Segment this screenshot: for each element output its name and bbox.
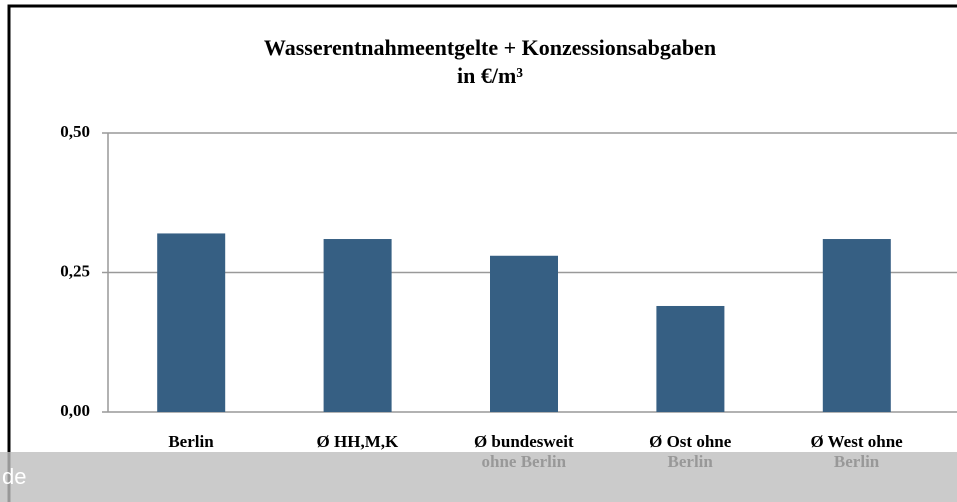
x-tick-label: Berlin	[168, 432, 214, 451]
footer-text: de	[2, 464, 27, 489]
footer-bar: de	[0, 452, 957, 502]
y-tick-label: 0,00	[60, 401, 90, 420]
bar	[157, 233, 226, 412]
y-tick-label: 0,25	[60, 261, 90, 280]
bar	[490, 255, 558, 412]
y-tick-label: 0,50	[60, 122, 90, 141]
frame	[7, 4, 957, 502]
chart-subtitle: in €/m³	[457, 63, 523, 88]
chart-title: Wasserentnahmeentgelte + Konzessionsabga…	[264, 35, 716, 60]
bar	[323, 239, 392, 412]
bar	[822, 239, 891, 412]
x-tick-label: Ø HH,M,K	[316, 432, 399, 451]
bar	[656, 305, 725, 412]
